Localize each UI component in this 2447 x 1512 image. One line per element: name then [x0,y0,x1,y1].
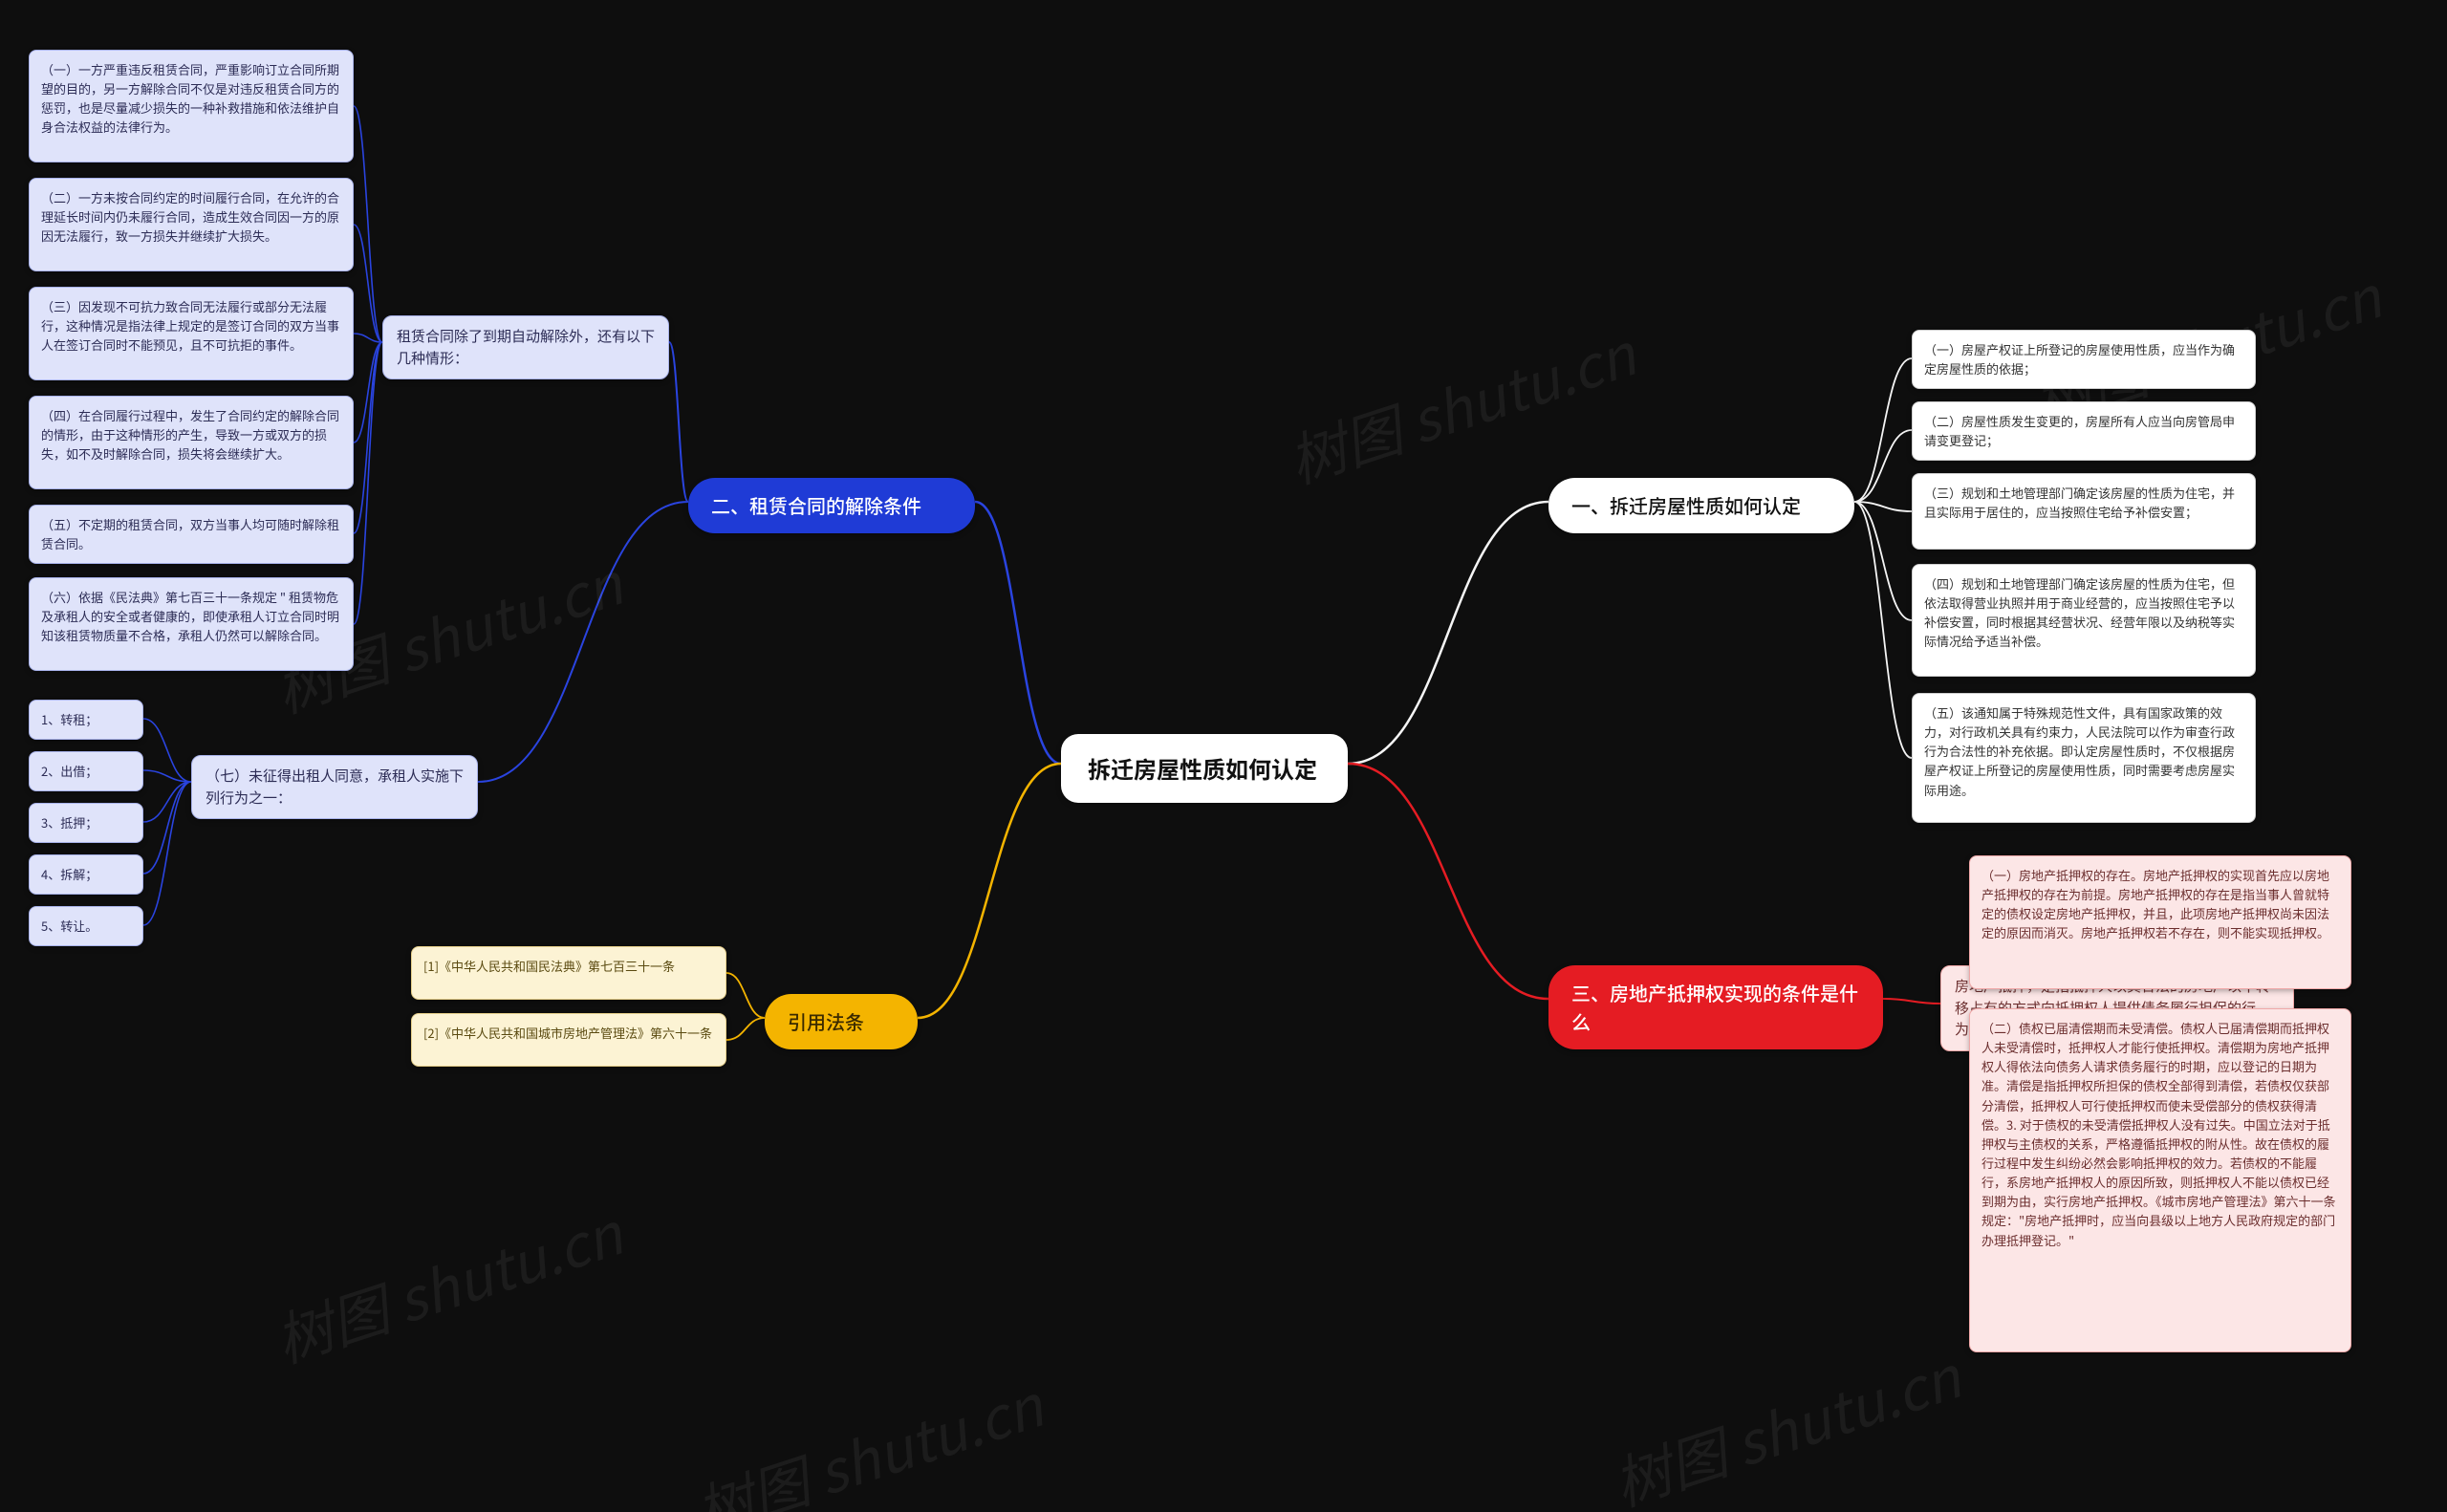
leaf-node[interactable]: （一）一方严重违反租赁合同，严重影响订立合同所期望的目的，另一方解除合同不仅是对… [29,50,354,162]
leaf-node[interactable]: 3、抵押； [29,803,143,843]
leaf-node[interactable]: 2、出借； [29,751,143,791]
leaf-node[interactable]: （四）在合同履行过程中，发生了合同约定的解除合同的情形，由于这种情形的产生，导致… [29,396,354,489]
leaf-node[interactable]: （四）规划和土地管理部门确定该房屋的性质为住宅，但依法取得营业执照并用于商业经营… [1912,564,2256,677]
mindmap-canvas: 树图 shutu.cn 树图 shutu.cn 树图 shutu.cn 树图 shut… [0,0,2447,1512]
watermark: 树图 shutu.cn [264,1189,632,1379]
leaf-node[interactable]: [2]《中华人民共和国城市房地产管理法》第六十一条 [411,1013,726,1067]
leaf-node[interactable]: （二）债权已届清偿期而未受清偿。债权人已届清偿期而抵押权人未受清偿时，抵押权人才… [1969,1008,2351,1352]
branch-node[interactable]: 三、房地产抵押权实现的条件是什么 [1548,965,1883,1049]
leaf-node[interactable]: （五）该通知属于特殊规范性文件，具有国家政策的效力，对行政机关具有约束力，人民法… [1912,693,2256,823]
sub-node[interactable]: （七）未征得出租人同意，承租人实施下列行为之一： [191,755,478,819]
leaf-node[interactable]: 5、转让。 [29,906,143,946]
leaf-node[interactable]: （三）因发现不可抗力致合同无法履行或部分无法履行，这种情况是指法律上规定的是签订… [29,287,354,380]
leaf-node[interactable]: （二）房屋性质发生变更的，房屋所有人应当向房管局申请变更登记； [1912,401,2256,461]
watermark: 树图 shutu.cn [1277,310,1645,500]
leaf-node[interactable]: 1、转租； [29,700,143,740]
sub-node[interactable]: 租赁合同除了到期自动解除外，还有以下几种情形： [382,315,669,379]
leaf-node[interactable]: [1]《中华人民共和国民法典》第七百三十一条 [411,946,726,1000]
leaf-node[interactable]: （一）房屋产权证上所登记的房屋使用性质，应当作为确定房屋性质的依据； [1912,330,2256,389]
leaf-node[interactable]: 4、拆解； [29,854,143,895]
leaf-node[interactable]: （二）一方未按合同约定的时间履行合同，在允许的合理延长时间内仍未履行合同，造成生… [29,178,354,271]
leaf-node[interactable]: （六）依据《民法典》第七百三十一条规定 " 租赁物危及承租人的安全或者健康的，即… [29,577,354,671]
leaf-node[interactable]: （三）规划和土地管理部门确定该房屋的性质为住宅，并且实际用于居住的，应当按照住宅… [1912,473,2256,550]
branch-node[interactable]: 二、租赁合同的解除条件 [688,478,975,533]
leaf-node[interactable]: （一）房地产抵押权的存在。房地产抵押权的实现首先应以房地产抵押权的存在为前提。房… [1969,855,2351,989]
branch-node[interactable]: 引用法条 [765,994,918,1049]
watermark: 树图 shutu.cn [684,1361,1052,1512]
watermark: 树图 shutu.cn [1602,1332,1970,1512]
root-node[interactable]: 拆迁房屋性质如何认定 [1061,734,1348,803]
branch-node[interactable]: 一、拆迁房屋性质如何认定 [1548,478,1854,533]
leaf-node[interactable]: （五）不定期的租赁合同，双方当事人均可随时解除租赁合同。 [29,505,354,564]
